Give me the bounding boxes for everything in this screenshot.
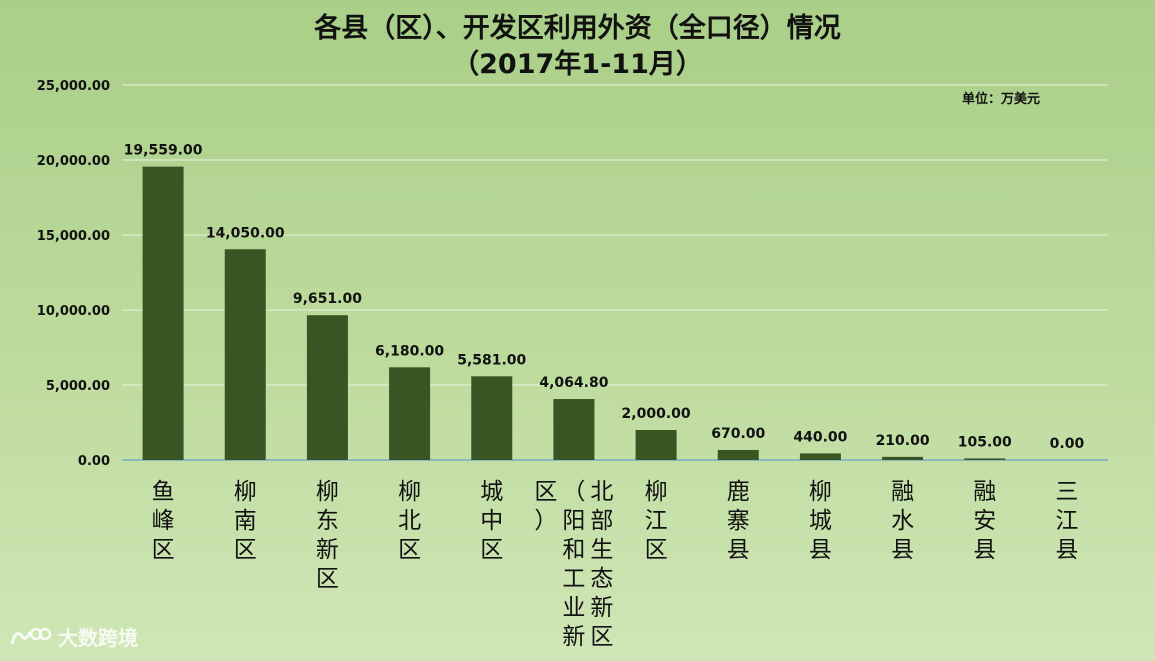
x-tick-label: 柳城县 (809, 479, 832, 563)
bar (224, 249, 266, 460)
svg-text:）: ） (534, 508, 557, 534)
svg-text:融: 融 (973, 479, 996, 505)
svg-text:（: （ (562, 479, 585, 505)
svg-text:安: 安 (973, 508, 996, 534)
data-label: 0.00 (1050, 436, 1085, 452)
watermark: 大数跨境 (8, 622, 138, 651)
svg-text:城: 城 (480, 479, 503, 505)
svg-text:县: 县 (809, 537, 832, 563)
svg-text:工: 工 (562, 566, 585, 592)
x-tick-label: 柳江区 (645, 479, 668, 563)
data-label: 5,581.00 (457, 352, 526, 368)
bar (799, 453, 841, 460)
y-tick-label: 25,000.00 (37, 79, 110, 94)
svg-text:县: 县 (891, 537, 914, 563)
x-tick-label: 柳北区 (398, 479, 421, 563)
bar (306, 315, 348, 460)
unit-note: 单位：万美元 (962, 92, 1041, 107)
bar (882, 456, 924, 460)
svg-text:鱼: 鱼 (152, 479, 175, 505)
svg-text:北: 北 (398, 508, 421, 534)
svg-text:区: 区 (590, 624, 613, 650)
svg-text:柳: 柳 (316, 479, 339, 505)
data-label: 440.00 (793, 429, 847, 445)
svg-text:水: 水 (891, 508, 914, 534)
x-tick-label: 柳南区 (234, 479, 257, 563)
svg-text:区: 区 (234, 537, 257, 563)
svg-text:新: 新 (590, 595, 613, 621)
x-tick-label: 融安县 (973, 479, 996, 563)
svg-text:三: 三 (1055, 479, 1078, 505)
x-tick-label: 融水县 (891, 479, 914, 563)
svg-text:区: 区 (480, 537, 503, 563)
svg-text:新: 新 (562, 624, 585, 650)
svg-text:生: 生 (590, 537, 613, 563)
svg-text:北: 北 (590, 479, 613, 505)
watermark-text: 大数跨境 (58, 626, 138, 650)
svg-text:区: 区 (316, 566, 339, 592)
svg-text:阳: 阳 (562, 508, 585, 534)
data-label: 670.00 (711, 426, 765, 442)
data-label: 210.00 (876, 433, 930, 449)
data-label: 19,559.00 (124, 143, 203, 159)
y-tick-label: 10,000.00 (37, 304, 110, 319)
svg-text:态: 态 (590, 566, 613, 592)
svg-text:鹿: 鹿 (727, 479, 750, 505)
svg-text:和: 和 (562, 537, 585, 563)
y-tick-label: 20,000.00 (37, 154, 110, 169)
svg-text:融: 融 (891, 479, 914, 505)
svg-text:东: 东 (316, 508, 339, 534)
svg-text:中: 中 (480, 508, 503, 534)
bar (471, 376, 513, 460)
svg-text:江: 江 (1055, 508, 1078, 534)
y-tick-label: 0.00 (78, 454, 110, 469)
bar (635, 430, 677, 460)
data-label: 14,050.00 (206, 225, 285, 241)
chart-title-line-1: 各县（区）、开发区利用外资（全口径）情况 (314, 13, 841, 44)
svg-text:区: 区 (645, 537, 668, 563)
svg-text:柳: 柳 (234, 479, 257, 505)
svg-text:柳: 柳 (398, 479, 421, 505)
bar (142, 166, 184, 461)
svg-text:南: 南 (234, 508, 257, 534)
svg-text:柳: 柳 (809, 479, 832, 505)
bar (717, 449, 759, 460)
svg-text:江: 江 (645, 508, 668, 534)
svg-text:新: 新 (316, 537, 339, 563)
bar (553, 399, 595, 460)
svg-text:部: 部 (590, 508, 613, 534)
svg-text:区: 区 (398, 537, 421, 563)
svg-text:峰: 峰 (152, 508, 175, 534)
logo-icon (8, 624, 52, 650)
data-label: 9,651.00 (293, 291, 362, 307)
x-tick-label: 城中区 (480, 479, 503, 563)
data-label: 4,064.80 (539, 375, 608, 391)
svg-text:业: 业 (562, 595, 585, 621)
x-tick-label: 三江县 (1055, 479, 1078, 563)
svg-text:城: 城 (809, 508, 832, 534)
svg-text:区: 区 (534, 479, 557, 505)
svg-text:柳: 柳 (645, 479, 668, 505)
x-tick-label: 鹿寨县 (727, 479, 750, 563)
svg-text:县: 县 (1055, 537, 1078, 563)
x-tick-label: 鱼峰区 (152, 479, 175, 563)
svg-text:县: 县 (727, 537, 750, 563)
svg-text:县: 县 (973, 537, 996, 563)
chart-title-line-2: （2017年1-11月） (452, 49, 703, 80)
y-tick-label: 15,000.00 (37, 229, 110, 244)
bar (964, 458, 1006, 460)
svg-text:区: 区 (152, 537, 175, 563)
bar (389, 367, 431, 460)
data-label: 2,000.00 (622, 406, 691, 422)
data-label: 6,180.00 (375, 343, 444, 359)
svg-text:寨: 寨 (727, 508, 750, 534)
y-tick-label: 5,000.00 (46, 379, 110, 394)
data-label: 105.00 (958, 434, 1012, 450)
